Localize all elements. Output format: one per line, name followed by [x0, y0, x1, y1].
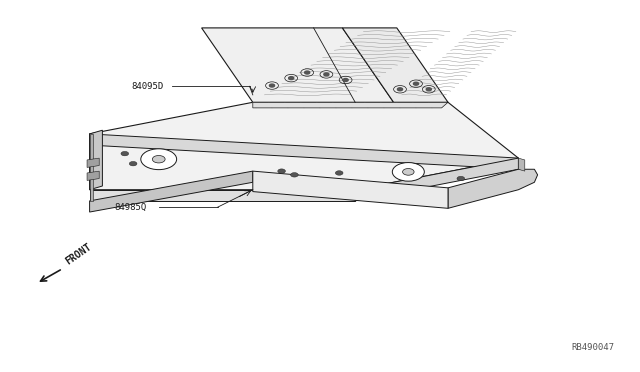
- Circle shape: [152, 155, 165, 163]
- Circle shape: [141, 149, 177, 170]
- Text: 84095D: 84095D: [131, 82, 163, 91]
- Polygon shape: [90, 102, 518, 190]
- Circle shape: [121, 151, 129, 156]
- Text: 84985Q: 84985Q: [114, 203, 146, 212]
- Circle shape: [403, 169, 414, 175]
- Polygon shape: [87, 158, 99, 167]
- Circle shape: [397, 88, 403, 91]
- Polygon shape: [90, 134, 518, 169]
- Polygon shape: [342, 28, 448, 102]
- Circle shape: [335, 171, 343, 175]
- Circle shape: [457, 176, 465, 181]
- Polygon shape: [253, 102, 448, 108]
- Polygon shape: [90, 130, 102, 190]
- Text: FRONT: FRONT: [64, 242, 94, 267]
- Circle shape: [289, 77, 294, 80]
- Circle shape: [278, 169, 285, 173]
- Text: RB490047: RB490047: [572, 343, 614, 352]
- Circle shape: [291, 173, 298, 177]
- Circle shape: [343, 78, 348, 81]
- Polygon shape: [253, 171, 448, 208]
- Circle shape: [426, 88, 431, 91]
- Polygon shape: [90, 171, 253, 212]
- Circle shape: [305, 71, 310, 74]
- Polygon shape: [90, 134, 93, 201]
- Polygon shape: [202, 28, 394, 102]
- Polygon shape: [355, 158, 518, 201]
- Polygon shape: [90, 190, 355, 201]
- Polygon shape: [87, 171, 99, 180]
- Circle shape: [129, 161, 137, 166]
- Polygon shape: [448, 169, 538, 208]
- Circle shape: [269, 84, 275, 87]
- Circle shape: [413, 82, 419, 85]
- Circle shape: [324, 73, 329, 76]
- Polygon shape: [518, 158, 525, 171]
- Circle shape: [392, 163, 424, 181]
